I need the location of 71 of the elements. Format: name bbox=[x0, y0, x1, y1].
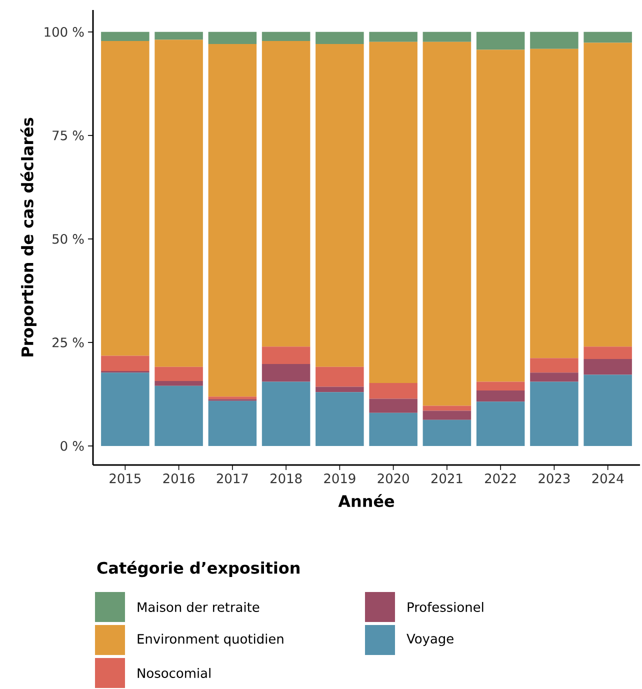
bar bbox=[476, 402, 525, 446]
bar bbox=[476, 390, 525, 402]
x-tick-label: 2019 bbox=[324, 474, 356, 484]
legend-label: Maison der retraite bbox=[138, 602, 260, 612]
bar bbox=[208, 32, 257, 44]
bar bbox=[422, 420, 472, 446]
x-tick-label: 2020 bbox=[378, 474, 409, 484]
legend-label: Professionel bbox=[408, 602, 484, 612]
bar bbox=[154, 40, 203, 367]
bar bbox=[262, 364, 310, 382]
x-tick-label: 2023 bbox=[538, 474, 570, 484]
x-tick-label: 2015 bbox=[110, 474, 141, 484]
bar bbox=[369, 42, 418, 384]
bar bbox=[154, 366, 203, 381]
x-axis-title: Année bbox=[338, 494, 394, 508]
bar bbox=[154, 32, 203, 40]
bar bbox=[584, 42, 632, 347]
bar bbox=[316, 386, 364, 392]
legend-label: Nosocomial bbox=[138, 668, 210, 678]
x-tick-label: 2021 bbox=[431, 474, 462, 484]
bar bbox=[422, 32, 472, 42]
bar bbox=[584, 346, 632, 360]
bar bbox=[476, 382, 525, 390]
bar bbox=[422, 406, 472, 411]
bar bbox=[369, 398, 418, 413]
x-tick-label: 2017 bbox=[216, 474, 248, 484]
bar bbox=[316, 32, 364, 44]
bar bbox=[530, 372, 578, 382]
y-tick-label: 75 % bbox=[52, 130, 84, 140]
bar bbox=[369, 383, 418, 399]
y-tick-label: 50 % bbox=[52, 234, 84, 244]
bar bbox=[584, 374, 632, 446]
bar bbox=[316, 44, 364, 367]
bar bbox=[262, 41, 310, 347]
y-tick-label: 25 % bbox=[52, 338, 84, 348]
y-tick-label: 0 % bbox=[60, 441, 84, 451]
legend-label: Environment quotidien bbox=[138, 634, 284, 646]
bar bbox=[154, 386, 203, 446]
bar bbox=[101, 41, 150, 356]
bar bbox=[422, 410, 472, 420]
bar bbox=[476, 32, 525, 50]
bar bbox=[262, 32, 310, 42]
bar bbox=[530, 382, 578, 446]
x-tick-label: 2022 bbox=[485, 474, 516, 484]
bar bbox=[422, 42, 472, 406]
legend-label: Voyage bbox=[406, 634, 454, 646]
bar bbox=[208, 400, 257, 446]
bar bbox=[530, 32, 578, 49]
bar bbox=[316, 392, 364, 446]
bar bbox=[476, 50, 525, 382]
bar bbox=[369, 412, 418, 446]
bar bbox=[530, 358, 578, 373]
bar bbox=[584, 359, 632, 375]
bar bbox=[584, 32, 632, 43]
legend-title: Catégorie d’exposition bbox=[97, 560, 300, 578]
x-tick-label: 2024 bbox=[592, 474, 624, 484]
bar bbox=[101, 356, 150, 372]
bar bbox=[101, 32, 150, 42]
bar bbox=[101, 372, 150, 446]
y-tick-label: 100 % bbox=[44, 27, 84, 37]
bar bbox=[530, 48, 578, 358]
x-tick-label: 2016 bbox=[163, 474, 194, 484]
bar bbox=[262, 382, 310, 446]
bar bbox=[154, 380, 203, 386]
bar bbox=[262, 346, 310, 364]
bar bbox=[369, 32, 418, 42]
bar bbox=[208, 44, 257, 397]
bar bbox=[208, 396, 257, 400]
y-axis-title: Proportion de cas déclarés bbox=[20, 118, 36, 356]
bar bbox=[316, 366, 364, 387]
x-tick-label: 2018 bbox=[270, 474, 302, 484]
